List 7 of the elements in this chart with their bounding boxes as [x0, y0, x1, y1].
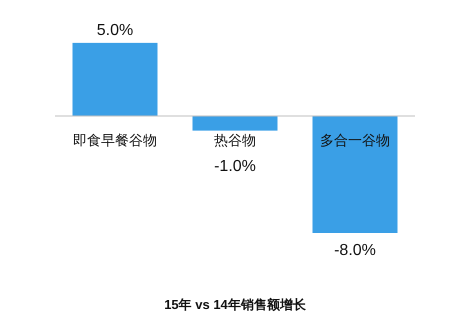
data-label: 5.0% — [96, 22, 134, 39]
data-label: -8.0% — [334, 242, 376, 259]
data-label: -1.0% — [214, 158, 256, 175]
x-tick-label: 多合一谷物 — [320, 132, 390, 148]
text: 15年 vs 14年销售额增长 — [164, 297, 307, 312]
x-tick-label: 即食早餐谷物 — [73, 132, 157, 148]
x-tick-label: 热谷物 — [214, 132, 256, 148]
